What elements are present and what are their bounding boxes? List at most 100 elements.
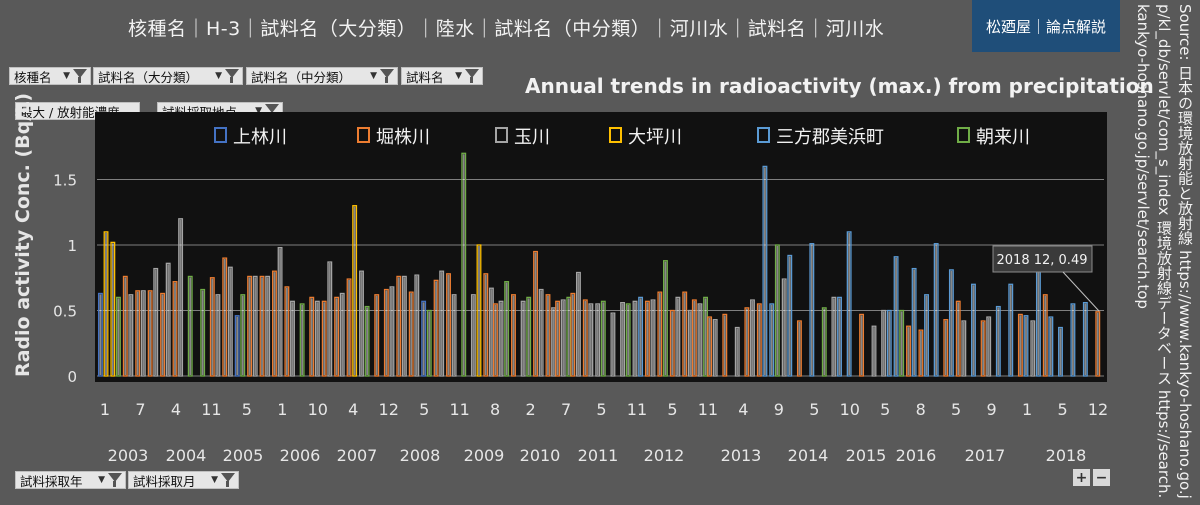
bar-highlight xyxy=(512,295,515,376)
expand-button[interactable]: + xyxy=(1073,469,1090,486)
bar-highlight xyxy=(699,304,701,376)
filter-icon[interactable] xyxy=(221,473,235,487)
dropdown-icon: ▼ xyxy=(255,106,262,116)
bar xyxy=(859,313,865,377)
title-bar: 核種名｜H-3｜試料名（大分類）｜陸水｜試料名（中分類）｜河川水｜試料名｜河川水 xyxy=(0,0,970,55)
month-filter[interactable]: 試料採取月 ▼ xyxy=(128,471,239,489)
bar-highlight xyxy=(117,298,120,376)
bar-highlight xyxy=(982,321,984,376)
bar xyxy=(1048,316,1054,377)
y-tick-label: 1.5 xyxy=(53,172,77,190)
x-tick-label-year: 2015 xyxy=(846,446,887,465)
filter-icon[interactable] xyxy=(380,69,394,83)
y-tick-label: 0 xyxy=(67,368,77,386)
bar xyxy=(511,294,516,377)
bar xyxy=(924,294,929,377)
filter-icon[interactable] xyxy=(108,473,122,487)
bar-highlight xyxy=(798,321,801,376)
bar-highlight xyxy=(142,291,145,376)
bar-highlight xyxy=(895,257,897,376)
collapse-button[interactable]: − xyxy=(1093,469,1110,486)
x-tick-label-month: 11 xyxy=(449,400,469,419)
x-tick-label-month: 1 xyxy=(100,400,110,419)
bar xyxy=(492,303,498,377)
mid-class-filter-label: 試料名（中分類） xyxy=(251,69,352,85)
bar xyxy=(769,303,775,377)
x-tick-label-month: 12 xyxy=(379,400,399,419)
bar xyxy=(886,309,892,377)
bar-highlight xyxy=(1049,317,1052,376)
legend-marker xyxy=(957,127,970,143)
bar-highlight xyxy=(484,274,487,376)
filter-icon[interactable] xyxy=(465,69,479,83)
bar-highlight xyxy=(596,304,599,376)
x-tick-label-year: 2014 xyxy=(788,446,829,465)
bar-highlight xyxy=(584,300,587,376)
bar-highlight xyxy=(494,304,497,376)
x-tick-label-year: 2009 xyxy=(464,446,505,465)
bar-highlight xyxy=(505,282,508,376)
filter-icon[interactable] xyxy=(73,69,87,83)
bar-highlight xyxy=(950,270,953,376)
year-filter[interactable]: 試料採取年 ▼ xyxy=(15,471,126,489)
bar xyxy=(691,299,697,377)
bar xyxy=(632,300,638,377)
x-tick-label-year: 2004 xyxy=(166,446,207,465)
bar xyxy=(881,309,887,377)
bar xyxy=(933,243,939,377)
bar-highlight xyxy=(621,303,624,376)
bar-highlight xyxy=(1044,295,1047,376)
bar xyxy=(433,279,439,377)
x-tick-label-month: 9 xyxy=(774,400,784,419)
x-tick-label-month: 11 xyxy=(201,400,221,419)
x-tick-label-month: 9 xyxy=(987,400,997,419)
major-class-filter-label: 試料名（大分類） xyxy=(98,69,199,85)
x-tick-label-month: 5 xyxy=(880,400,890,419)
brand-badge[interactable]: 松廼屋｜論点解説 xyxy=(972,0,1120,52)
x-tick-label-month: 5 xyxy=(1057,400,1067,419)
nuclide-filter[interactable]: 核種名 ▼ xyxy=(9,67,91,85)
bar xyxy=(918,329,924,377)
bar xyxy=(762,165,768,377)
bar xyxy=(734,326,740,377)
bar xyxy=(209,277,215,377)
bar-highlight xyxy=(935,244,938,376)
x-tick-label-month: 4 xyxy=(171,400,181,419)
bar-highlight xyxy=(273,272,276,376)
bar-highlight xyxy=(547,295,549,376)
month-filter-label: 試料採取月 xyxy=(133,473,196,489)
bar-highlight xyxy=(823,308,826,376)
bar-highlight xyxy=(602,302,605,376)
bar xyxy=(314,300,320,377)
bar-highlight xyxy=(348,279,350,376)
bar xyxy=(160,292,166,377)
bar-highlight xyxy=(920,331,922,376)
bar xyxy=(187,275,193,377)
bar xyxy=(222,257,228,377)
chart-title: Annual trends in radioactivity (max.) fr… xyxy=(525,74,1154,98)
bar-highlight xyxy=(161,294,164,376)
bar-highlight xyxy=(285,287,288,376)
x-tick-label-year: 2005 xyxy=(223,446,264,465)
bar xyxy=(1023,315,1029,377)
bar-highlight xyxy=(1025,316,1027,376)
sample-name-filter[interactable]: 試料名 ▼ xyxy=(401,67,483,85)
bar-highlight xyxy=(422,302,425,376)
x-tick-label-month: 8 xyxy=(490,400,500,419)
x-tick-label-month: 11 xyxy=(698,400,718,419)
bar xyxy=(545,294,551,377)
bar xyxy=(588,303,594,377)
bar-highlight xyxy=(201,290,204,376)
nuclide-filter-label: 核種名 xyxy=(14,69,52,85)
bar-highlight xyxy=(646,302,649,376)
bar-highlight xyxy=(1072,304,1074,376)
bar-highlight xyxy=(1031,321,1034,376)
major-class-filter[interactable]: 試料名（大分類） ▼ xyxy=(93,67,243,85)
filter-icon[interactable] xyxy=(225,69,239,83)
bar-highlight xyxy=(788,256,791,376)
bar xyxy=(871,325,877,377)
x-tick-label-month: 7 xyxy=(561,400,571,419)
bar-highlight xyxy=(764,167,766,376)
bar xyxy=(906,325,911,377)
mid-class-filter[interactable]: 試料名（中分類） ▼ xyxy=(246,67,398,85)
